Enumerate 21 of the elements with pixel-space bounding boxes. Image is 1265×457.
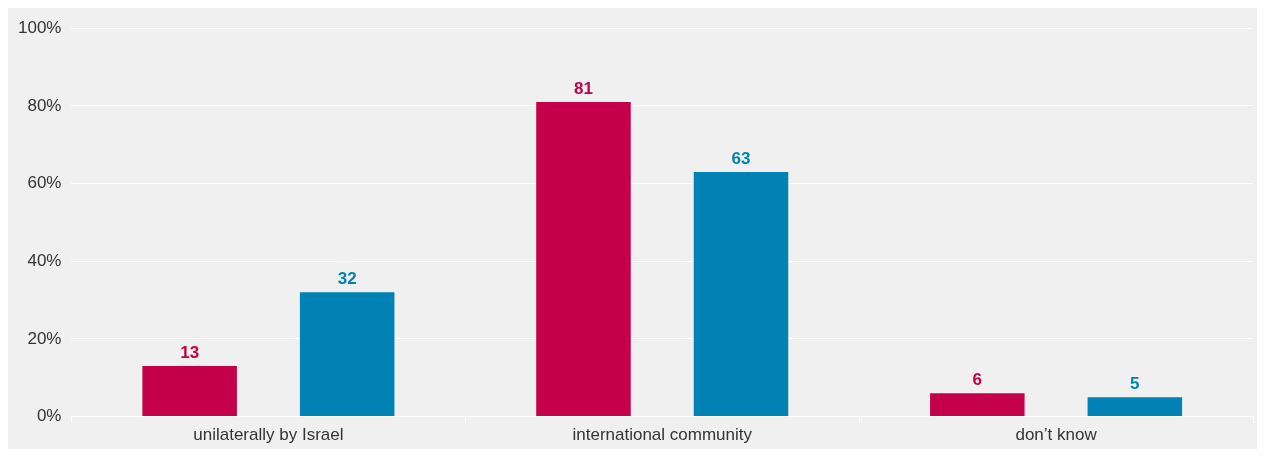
y-tick-label: 60%: [27, 173, 62, 193]
bar: [142, 366, 237, 417]
bar: [299, 292, 395, 417]
bar: [1087, 397, 1183, 417]
y-tick-label: 20%: [27, 328, 62, 348]
data-label: 32: [337, 269, 357, 289]
data-label: 5: [1130, 374, 1140, 394]
data-label: 81: [574, 79, 593, 99]
x-tick-label: international community: [572, 425, 753, 445]
data-label: 13: [180, 343, 200, 363]
y-tick-label: 100%: [18, 17, 62, 37]
y-tick-label: 40%: [27, 250, 62, 270]
y-tick-label: 0%: [36, 406, 62, 426]
x-tick-label: unilaterally by Israel: [193, 425, 344, 445]
x-tick-label: don’t know: [1015, 425, 1098, 445]
bar: [693, 171, 789, 417]
y-tick-label: 80%: [27, 95, 62, 115]
bar: [930, 393, 1025, 417]
data-label: 63: [731, 149, 751, 169]
data-label: 6: [972, 370, 983, 390]
bar: [536, 102, 631, 417]
